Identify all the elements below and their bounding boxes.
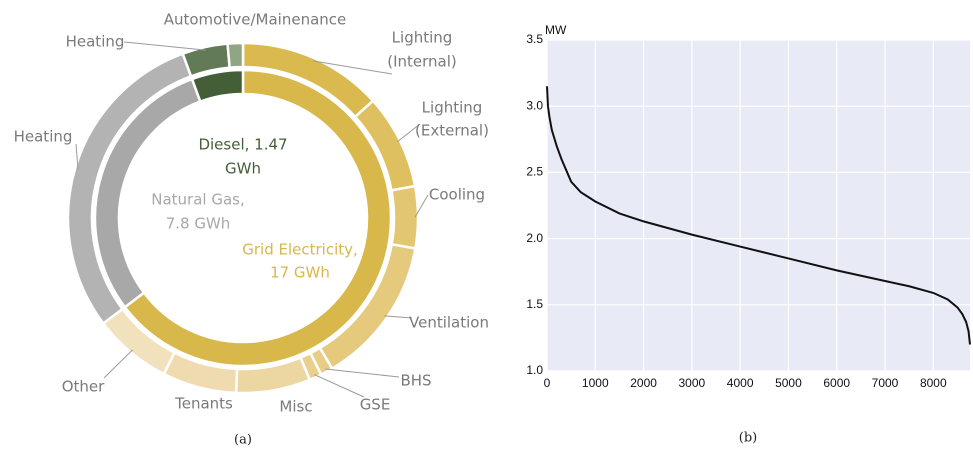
outer-label: Cooling — [429, 186, 485, 204]
x-tick-label: 5000 — [775, 376, 802, 390]
outer-label: Lighting — [392, 29, 453, 47]
x-tick-label: 6000 — [823, 376, 850, 390]
y-tick-label: 2.5 — [526, 165, 543, 179]
leader-line — [75, 143, 79, 170]
y-tick-label: 3.5 — [526, 32, 543, 46]
outer-label: Heating — [14, 128, 73, 146]
outer-label: (Internal) — [387, 53, 457, 71]
caption: (a) — [234, 433, 252, 448]
leader-line — [384, 315, 413, 319]
x-tick-label: 1000 — [582, 376, 609, 390]
leader-line — [123, 41, 206, 51]
inner-wedge — [190, 68, 245, 104]
leader-line — [325, 368, 400, 378]
inner-label: Diesel, 1.47 — [198, 136, 287, 154]
y-tick-label: 1.5 — [526, 297, 543, 311]
leader-line — [414, 194, 429, 218]
x-tick-label: 7000 — [872, 376, 899, 390]
outer-label: (External) — [415, 122, 489, 140]
outer-label: Automotive/Mainenance — [164, 11, 347, 29]
outer-label: BHS — [400, 372, 431, 390]
outer-label: Lighting — [422, 99, 483, 117]
outer-wedge — [390, 184, 420, 250]
x-tick-label: 0 — [544, 376, 551, 390]
outer-label: Heating — [66, 33, 125, 51]
outer-label: Other — [62, 378, 105, 396]
x-tick-label: 4000 — [727, 376, 754, 390]
x-tick-label: 8000 — [920, 376, 947, 390]
y-tick-label: 3.0 — [526, 98, 543, 112]
data-line — [546, 86, 971, 345]
outer-wedge — [226, 41, 245, 69]
inner-label: Grid Electricity, — [242, 241, 358, 259]
outer-label: GSE — [360, 396, 391, 414]
outer-label: Misc — [279, 398, 312, 416]
leader-line — [314, 374, 365, 398]
leader-line — [312, 60, 393, 75]
outer-label: Tenants — [174, 395, 233, 413]
x-tick-label: 3000 — [679, 376, 706, 390]
caption: (b) — [739, 431, 757, 446]
y-tick-label: 2.0 — [526, 231, 543, 245]
leader-line — [396, 123, 421, 143]
plot-area — [547, 40, 970, 371]
inner-wedge — [123, 68, 393, 368]
inner-label: Natural Gas, — [151, 191, 245, 209]
y-axis-label: MW — [545, 23, 567, 37]
inner-label: GWh — [225, 160, 261, 178]
inner-label: 7.8 GWh — [166, 215, 231, 233]
leader-line — [103, 349, 133, 379]
y-tick-label: 1.0 — [526, 363, 543, 377]
inner-label: 17 GWh — [270, 264, 330, 282]
outer-label: Ventilation — [409, 314, 489, 332]
x-tick-label: 2000 — [630, 376, 657, 390]
